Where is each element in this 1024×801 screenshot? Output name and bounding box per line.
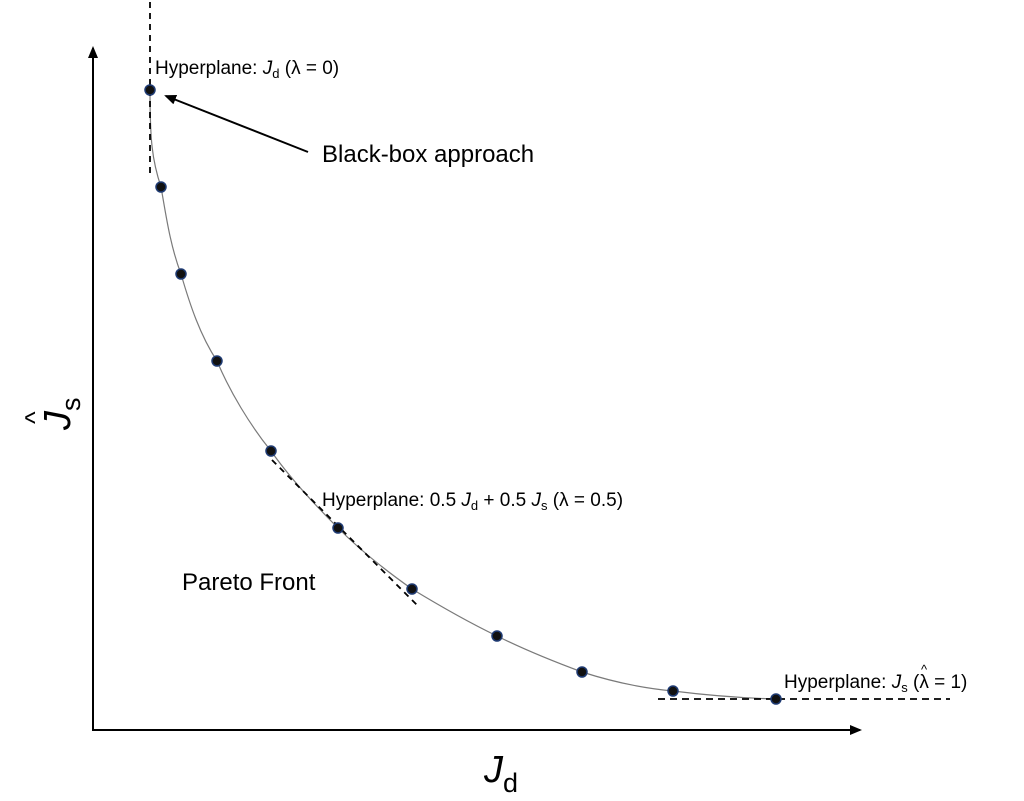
y-axis-hat: ^ [20, 411, 50, 424]
callout-arrow [164, 95, 309, 153]
hyperplane-diagonal-line [271, 459, 419, 607]
pareto-point-5 [265, 445, 277, 457]
y-axis-label: Js [37, 398, 86, 432]
pareto-point-3 [175, 268, 187, 280]
hyperplane-right-hat: ^ [921, 662, 928, 677]
hyperplane-mid-label: Hyperplane: 0.5 Jd + 0.5 Js (λ = 0.5) [322, 490, 623, 513]
pareto-point-10 [667, 685, 679, 697]
hyperplane-top-label: Hyperplane: Jd (λ = 0) [155, 58, 339, 81]
pareto-point-6 [332, 522, 344, 534]
pareto-point-7 [406, 583, 418, 595]
pareto-points [144, 84, 782, 705]
pareto-point-8 [491, 630, 503, 642]
pareto-point-4 [211, 355, 223, 367]
pareto-curve [149, 89, 777, 700]
pareto-point-1 [144, 84, 156, 96]
black-box-callout: Black-box approach [322, 141, 534, 168]
pareto-point-9 [576, 666, 588, 678]
hyperplane-right-label: Hyperplane: Js (λ = 1) [784, 672, 967, 695]
pareto-front-label: Pareto Front [182, 569, 316, 596]
pareto-point-2 [155, 181, 167, 193]
pareto-point-11 [770, 693, 782, 705]
x-axis-label: Jd [483, 749, 518, 798]
